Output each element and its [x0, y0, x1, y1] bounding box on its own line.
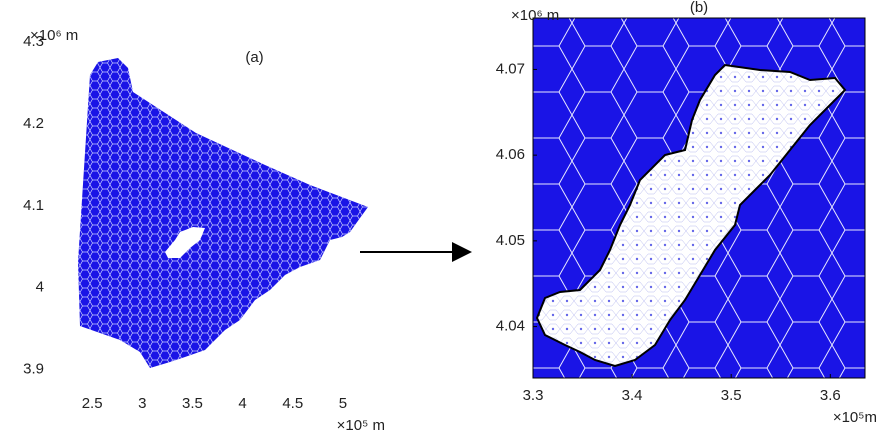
y-exponent-label: ×10⁶ m — [30, 27, 78, 44]
x-tick-label: 3.5 — [182, 395, 203, 412]
y-tick-label: 4.3 — [23, 33, 44, 50]
x-tick-label: 3 — [138, 395, 146, 412]
y-tick-label: 4.07 — [496, 60, 525, 77]
y-tick-label: 4 — [36, 279, 44, 296]
mesh-b — [533, 18, 865, 378]
y-tick-label: 4.1 — [23, 197, 44, 214]
axes-box — [532, 17, 866, 379]
y-tick-label: 4.2 — [23, 115, 44, 132]
x-tick-label: 5 — [339, 395, 347, 412]
x-tick-label: 3.3 — [523, 387, 544, 404]
y-tick-label: 4.05 — [496, 232, 525, 249]
x-tick-label: 3.5 — [721, 387, 742, 404]
x-tick-label: 4 — [238, 395, 246, 412]
x-exponent-label: ×10⁵ m — [337, 417, 385, 434]
y-tick-label: 4.04 — [496, 318, 525, 335]
x-tick-label: 3.4 — [622, 387, 643, 404]
x-tick-label: 4.5 — [282, 395, 303, 412]
x-exponent-label: ×10⁵m — [833, 409, 877, 426]
panel-title: (b) — [690, 0, 708, 16]
x-tick-label: 3.6 — [820, 387, 841, 404]
y-tick-label: 4.06 — [496, 146, 525, 163]
mesh-a — [78, 58, 368, 368]
y-exponent-label: ×10⁶ m — [511, 7, 559, 24]
panel-title: (a) — [245, 49, 263, 66]
y-tick-label: 3.9 — [23, 361, 44, 378]
x-tick-label: 2.5 — [82, 395, 103, 412]
